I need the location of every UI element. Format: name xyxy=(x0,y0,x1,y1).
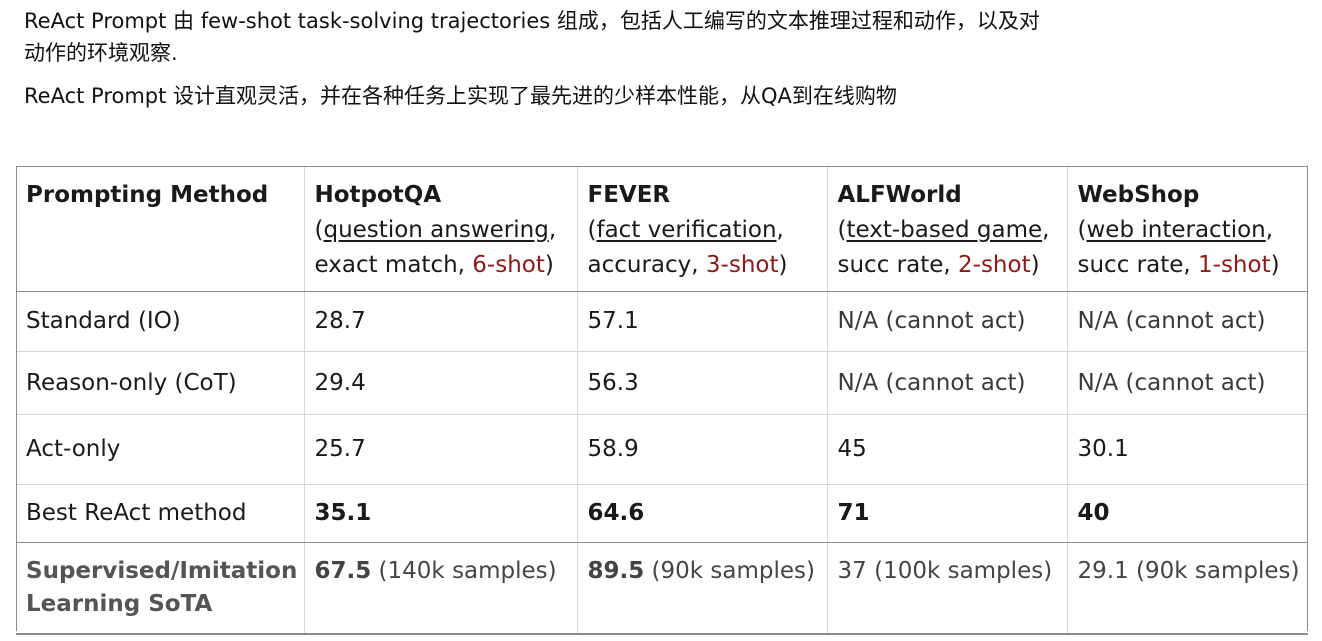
column-name: FEVER xyxy=(587,182,671,208)
table-row-sota: Supervised/Imitation Learning SoTA 67.5 … xyxy=(16,542,1308,635)
table-cell: 67.5 (140k samples) xyxy=(304,542,578,635)
table-cell: 30.1 xyxy=(1067,414,1308,485)
header-method: Prompting Method xyxy=(16,166,305,292)
results-table: Prompting Method HotpotQA (question answ… xyxy=(16,166,1308,635)
table-cell: N/A (cannot act) xyxy=(827,351,1068,415)
intro-text: ReAct Prompt 由 few-shot task-solving tra… xyxy=(24,6,1314,111)
header-hotpotqa: HotpotQA (question answering, exact matc… xyxy=(304,166,578,292)
table-cell: 71 xyxy=(827,484,1068,543)
column-metric: succ rate, xyxy=(1077,252,1199,278)
column-metric: succ rate, xyxy=(837,252,959,278)
column-task: question answering xyxy=(323,217,549,243)
column-task: web interaction xyxy=(1086,217,1266,243)
table-cell: 28.7 xyxy=(304,291,578,352)
table-cell: 64.6 xyxy=(577,484,828,543)
table-cell: 40 xyxy=(1067,484,1308,543)
table-cell: 35.1 xyxy=(304,484,578,543)
column-task: text-based game xyxy=(846,217,1043,243)
table-cell: 56.3 xyxy=(577,351,828,415)
column-task: fact verification xyxy=(596,217,777,243)
table-cell: 29.4 xyxy=(304,351,578,415)
row-method: Best ReAct method xyxy=(16,484,305,543)
row-method: Supervised/Imitation Learning SoTA xyxy=(16,542,305,635)
column-name: ALFWorld xyxy=(837,182,962,208)
row-method: Standard (IO) xyxy=(16,291,305,352)
table-cell: N/A (cannot act) xyxy=(1067,351,1308,415)
header-webshop: WebShop (web interaction, succ rate, 1-s… xyxy=(1067,166,1308,292)
table-row: Best ReAct method 35.1 64.6 71 40 xyxy=(16,484,1308,543)
table-cell: 37 (100k samples) xyxy=(827,542,1068,635)
column-metric: exact match, xyxy=(314,252,473,278)
table-row: Standard (IO) 28.7 57.1 N/A (cannot act)… xyxy=(16,291,1308,352)
column-shots: 3-shot xyxy=(705,252,779,278)
table-cell: 25.7 xyxy=(304,414,578,485)
table-cell: 45 xyxy=(827,414,1068,485)
column-shots: 1-shot xyxy=(1198,252,1271,278)
table-cell: 57.1 xyxy=(577,291,828,352)
table-cell: 29.1 (90k samples) xyxy=(1067,542,1308,635)
intro-line-2: 动作的环境观察. xyxy=(24,41,178,65)
table-cell: N/A (cannot act) xyxy=(1067,291,1308,352)
table-cell: 58.9 xyxy=(577,414,828,485)
column-shots: 2-shot xyxy=(958,252,1031,278)
column-metric: accuracy, xyxy=(587,252,706,278)
column-shots: 6-shot xyxy=(472,252,545,278)
header-row: Prompting Method HotpotQA (question answ… xyxy=(16,166,1308,292)
table-cell: N/A (cannot act) xyxy=(827,291,1068,352)
table-row: Reason-only (CoT) 29.4 56.3 N/A (cannot … xyxy=(16,351,1308,415)
header-alfworld: ALFWorld (text-based game, succ rate, 2-… xyxy=(827,166,1068,292)
column-name: HotpotQA xyxy=(314,182,442,208)
row-method: Act-only xyxy=(16,414,305,485)
table-cell: 89.5 (90k samples) xyxy=(577,542,828,635)
header-fever: FEVER (fact verification, accuracy, 3-sh… xyxy=(577,166,828,292)
table-row: Act-only 25.7 58.9 45 30.1 xyxy=(16,414,1308,485)
column-name: WebShop xyxy=(1077,182,1200,208)
intro-line-3: ReAct Prompt 设计直观灵活，并在各种任务上实现了最先进的少样本性能，… xyxy=(24,84,897,108)
row-method: Reason-only (CoT) xyxy=(16,351,305,415)
intro-line-1: ReAct Prompt 由 few-shot task-solving tra… xyxy=(24,9,1040,33)
